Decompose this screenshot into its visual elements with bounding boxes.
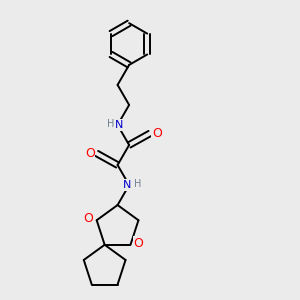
Text: N: N	[115, 120, 123, 130]
Text: H: H	[134, 179, 142, 189]
Text: O: O	[134, 237, 143, 250]
Text: O: O	[85, 147, 94, 160]
Text: O: O	[84, 212, 94, 225]
Text: O: O	[152, 127, 162, 140]
Text: H: H	[107, 119, 114, 129]
Text: N: N	[123, 180, 132, 190]
